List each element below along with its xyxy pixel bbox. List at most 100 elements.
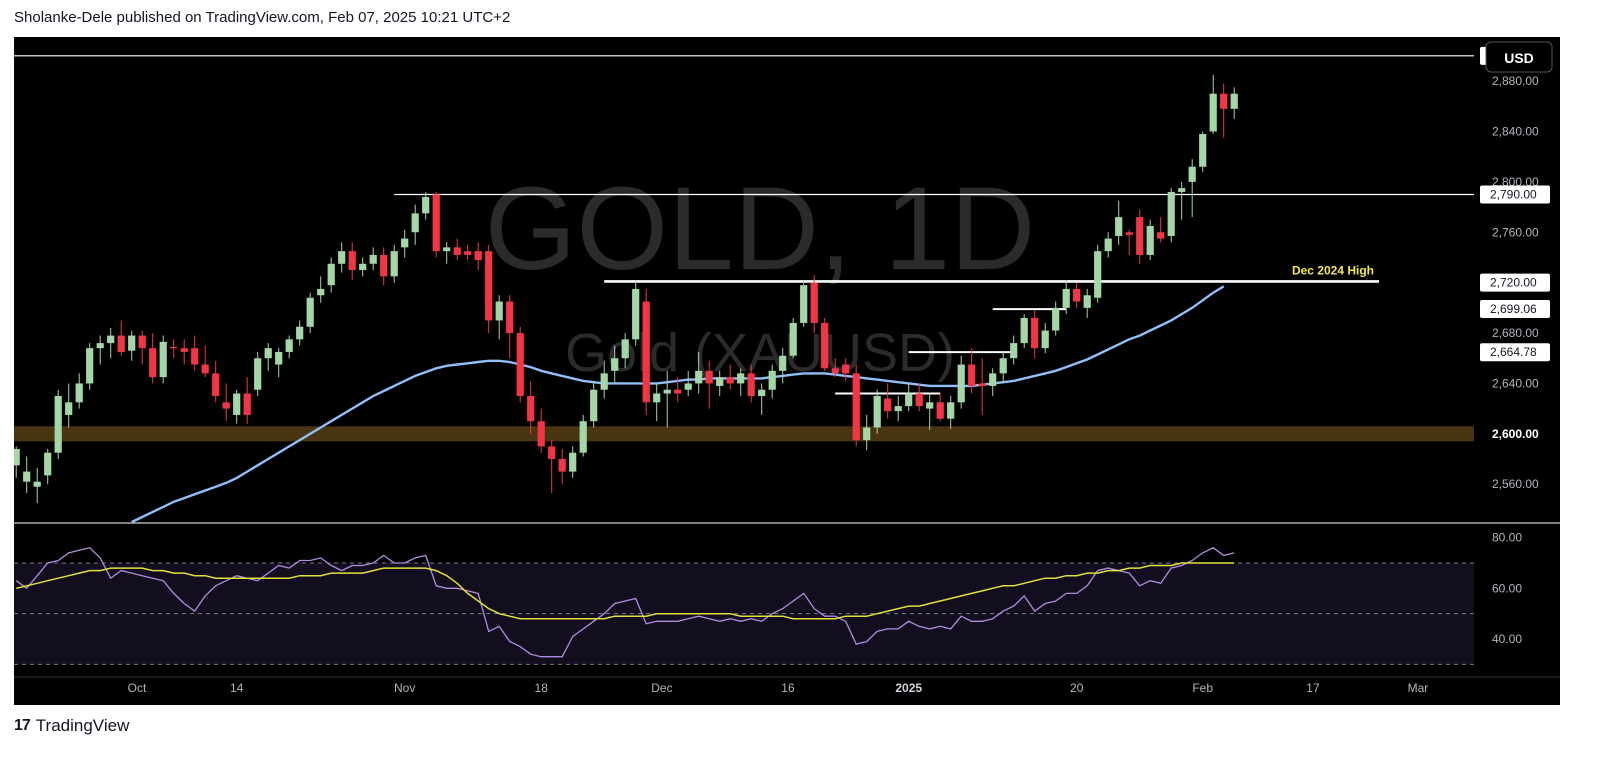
candle	[611, 345, 619, 384]
price-label-box	[1480, 343, 1550, 362]
currency-button[interactable]: USD	[1485, 41, 1553, 73]
chart-frame[interactable]: GOLD, 1D Gold (XAUUSD) Dec 2024 High 80.…	[14, 37, 1560, 705]
candle-body	[1136, 217, 1144, 255]
candle	[569, 446, 577, 478]
candle-body	[1230, 93, 1238, 109]
candle	[254, 351, 262, 397]
candle	[117, 320, 125, 356]
candle-body	[443, 247, 451, 252]
annotation-layer: Dec 2024 High	[1292, 263, 1374, 277]
candle-body	[936, 402, 944, 419]
rsi-tick-label: 40.00	[1492, 632, 1522, 646]
candle	[926, 393, 934, 431]
candle-body	[726, 377, 734, 384]
candle	[768, 364, 776, 399]
candle-body	[947, 402, 955, 419]
candle-body	[821, 322, 829, 369]
candle	[632, 280, 640, 346]
candle-body	[369, 254, 377, 264]
candle	[264, 343, 272, 371]
candle-body	[1010, 343, 1018, 359]
gold-daily-chart[interactable]: GOLD, 1D Gold (XAUUSD) Dec 2024 High 80.…	[14, 37, 1560, 705]
candle-body	[285, 339, 293, 352]
candle	[915, 383, 923, 412]
candle	[779, 348, 787, 384]
candle	[1031, 310, 1039, 359]
candle	[1199, 131, 1207, 172]
candle-body	[1199, 134, 1207, 167]
candle	[54, 389, 62, 460]
candle	[1115, 200, 1123, 245]
candle-body	[75, 383, 83, 403]
candle-body	[884, 398, 892, 412]
candle	[191, 335, 199, 371]
candle	[107, 328, 115, 359]
candle	[1146, 219, 1154, 260]
candle-body	[359, 263, 367, 271]
candle	[989, 368, 997, 397]
candle-body	[96, 343, 104, 349]
candle-body	[170, 346, 178, 349]
candle	[1188, 159, 1196, 218]
candle	[159, 335, 167, 384]
candle	[789, 317, 797, 359]
candle-body	[905, 393, 913, 407]
candle-body	[464, 251, 472, 255]
candle-body	[516, 333, 524, 397]
candle-body	[254, 358, 262, 390]
candle	[873, 389, 881, 434]
candle	[968, 348, 976, 394]
candle-body	[537, 421, 545, 447]
candle	[411, 204, 419, 245]
candle-body	[180, 348, 188, 352]
price-axis[interactable]: 2,560.00 2,600.00 2,640.00 2,680.00 2,720.00…	[1480, 46, 1550, 491]
time-axis[interactable]: Oct 14 Nov 18 Dec 16 2025 20 Feb 17 Mar	[128, 681, 1429, 695]
candle	[800, 280, 808, 327]
time-tick-label: 18	[535, 681, 549, 695]
candle	[1073, 282, 1081, 308]
candle	[737, 368, 745, 397]
chart-grid	[14, 522, 1560, 678]
candle	[149, 333, 157, 384]
candle-body	[264, 348, 272, 359]
candle-body	[86, 348, 94, 384]
candle-body	[831, 368, 839, 374]
candle	[842, 358, 850, 381]
candle-body	[737, 373, 745, 384]
candles-layer[interactable]	[14, 74, 1238, 504]
candle	[831, 358, 839, 378]
candle	[327, 257, 335, 293]
candle-body	[296, 326, 304, 340]
support-zone-layer	[14, 426, 1474, 442]
candle	[1020, 314, 1028, 349]
candle	[75, 373, 83, 409]
candle	[380, 247, 388, 286]
candle	[485, 244, 493, 334]
candle-body	[65, 402, 73, 415]
candle	[999, 351, 1007, 384]
candle-body	[1167, 191, 1175, 237]
candle	[1062, 280, 1070, 315]
candle	[296, 320, 304, 346]
dec-2024-high-label: Dec 2024 High	[1292, 263, 1374, 277]
time-tick-label: Nov	[394, 681, 415, 695]
candle-body	[191, 348, 199, 365]
candle-body	[422, 196, 430, 214]
candle-body	[1031, 317, 1039, 349]
candle	[1052, 301, 1060, 336]
price-label-text: 2,699.06	[1490, 302, 1537, 316]
candle-body	[800, 285, 808, 323]
candle-body	[411, 213, 419, 233]
candle	[212, 360, 220, 403]
candle-body	[348, 251, 356, 271]
candle-body	[1041, 330, 1049, 349]
candle-body	[621, 339, 629, 359]
candle-body	[23, 471, 31, 482]
candle	[495, 295, 503, 340]
candle	[1083, 288, 1091, 318]
candle	[506, 295, 514, 359]
brand-name: TradingView	[35, 716, 130, 735]
candle-body	[674, 389, 682, 394]
price-label: 2,790.00	[1480, 185, 1550, 204]
candle-body	[894, 406, 902, 412]
